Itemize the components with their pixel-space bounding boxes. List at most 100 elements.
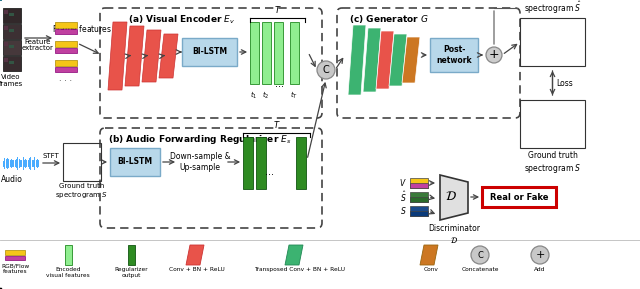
Circle shape [531, 246, 549, 264]
Bar [256, 137, 266, 189]
Bar [3, 24, 21, 39]
Text: $\mathcal{D}$: $\mathcal{D}$ [445, 190, 457, 203]
Text: Loss: Loss [557, 79, 573, 88]
Text: Transposed Conv + BN + ReLU: Transposed Conv + BN + ReLU [255, 267, 346, 272]
Polygon shape [402, 37, 420, 83]
FancyBboxPatch shape [110, 148, 160, 176]
Text: +: + [535, 250, 545, 260]
Bar [520, 18, 585, 66]
Text: BI-LSTM: BI-LSTM [117, 158, 152, 166]
Bar [55, 22, 77, 28]
Bar [3, 40, 21, 55]
Bar [5, 256, 25, 260]
Bar [9, 29, 14, 32]
Text: Ground truth
spectrogram $S$: Ground truth spectrogram $S$ [524, 151, 581, 175]
Text: $T$: $T$ [273, 119, 280, 130]
Bar [55, 48, 77, 53]
Text: $V$: $V$ [399, 177, 407, 188]
Text: STFT: STFT [43, 153, 60, 159]
Text: Discriminator
$\mathcal{D}$: Discriminator $\mathcal{D}$ [428, 224, 480, 244]
Bar [4, 10, 8, 14]
Bar [9, 45, 14, 48]
Text: Post-
network: Post- network [436, 45, 472, 65]
Circle shape [486, 47, 502, 63]
Bar [274, 22, 283, 84]
Text: · · ·: · · · [60, 77, 72, 86]
Polygon shape [376, 31, 394, 89]
Text: Ground truth
spectrogram $S$: Ground truth spectrogram $S$ [56, 183, 109, 200]
Text: Regularizer
output: Regularizer output [114, 267, 148, 278]
FancyBboxPatch shape [482, 187, 556, 207]
Text: Frame features $V$: Frame features $V$ [52, 23, 120, 34]
Bar [55, 60, 77, 66]
Text: +: + [489, 49, 499, 62]
Bar [128, 245, 135, 265]
Text: Down-sample &
Up-sample: Down-sample & Up-sample [170, 152, 230, 172]
Bar [9, 13, 14, 16]
Text: $T$: $T$ [274, 4, 282, 15]
Polygon shape [363, 28, 381, 92]
Text: C: C [323, 65, 330, 75]
Bar [410, 192, 428, 202]
Bar [63, 143, 101, 181]
Bar [4, 58, 8, 62]
Text: Real or Fake: Real or Fake [490, 192, 548, 201]
Text: Conv: Conv [424, 267, 438, 272]
Polygon shape [108, 22, 127, 90]
Bar [520, 100, 585, 148]
Polygon shape [389, 34, 407, 86]
Polygon shape [142, 30, 161, 82]
Text: C: C [477, 251, 483, 260]
Text: BI-LSTM: BI-LSTM [192, 47, 227, 57]
Text: Concatenate: Concatenate [461, 267, 499, 272]
Bar [4, 26, 8, 30]
Polygon shape [159, 34, 178, 78]
Text: Audio: Audio [1, 175, 23, 184]
Bar [55, 67, 77, 72]
Text: Encoded
visual features: Encoded visual features [46, 267, 90, 278]
Bar [290, 22, 299, 84]
Circle shape [471, 246, 489, 264]
Polygon shape [186, 245, 204, 265]
Bar [250, 22, 259, 84]
Text: $t_2$: $t_2$ [262, 90, 269, 101]
Bar [243, 137, 253, 189]
Bar [5, 250, 25, 255]
Bar [410, 211, 428, 216]
Text: Video
frames: Video frames [0, 74, 23, 87]
Bar [3, 8, 21, 23]
Bar [262, 22, 271, 84]
Text: $t_T$: $t_T$ [290, 90, 298, 101]
Bar [410, 183, 428, 188]
Bar [4, 42, 8, 46]
FancyBboxPatch shape [430, 38, 478, 72]
Bar [3, 56, 21, 71]
Text: Feature
extractor: Feature extractor [22, 38, 54, 51]
Polygon shape [420, 245, 438, 265]
Bar [410, 197, 428, 202]
Bar [9, 61, 14, 64]
Bar [55, 29, 77, 34]
Text: ···: ··· [275, 82, 285, 92]
Text: $S$: $S$ [401, 205, 407, 216]
Text: (c) Generator $G$: (c) Generator $G$ [349, 13, 429, 25]
Bar [410, 206, 428, 216]
Text: Predicted
spectrogram $\hat{S}$: Predicted spectrogram $\hat{S}$ [524, 0, 581, 16]
Bar [55, 41, 77, 47]
Text: Conv + BN + ReLU: Conv + BN + ReLU [169, 267, 225, 272]
Polygon shape [440, 175, 468, 220]
FancyBboxPatch shape [182, 38, 237, 66]
Bar [296, 137, 306, 189]
Bar [410, 178, 428, 188]
Text: (b) Audio Forwarding Regularizer $E_s$: (b) Audio Forwarding Regularizer $E_s$ [108, 133, 291, 146]
Bar [65, 245, 72, 265]
Text: $t_1$: $t_1$ [250, 90, 258, 101]
Text: ···: ··· [266, 170, 275, 180]
Polygon shape [348, 25, 366, 95]
Circle shape [317, 61, 335, 79]
Polygon shape [125, 26, 144, 86]
Polygon shape [285, 245, 303, 265]
Text: Add: Add [534, 267, 546, 272]
Text: RGB/Flow
features: RGB/Flow features [1, 263, 29, 274]
Text: $\hat{S}$: $\hat{S}$ [401, 190, 407, 204]
